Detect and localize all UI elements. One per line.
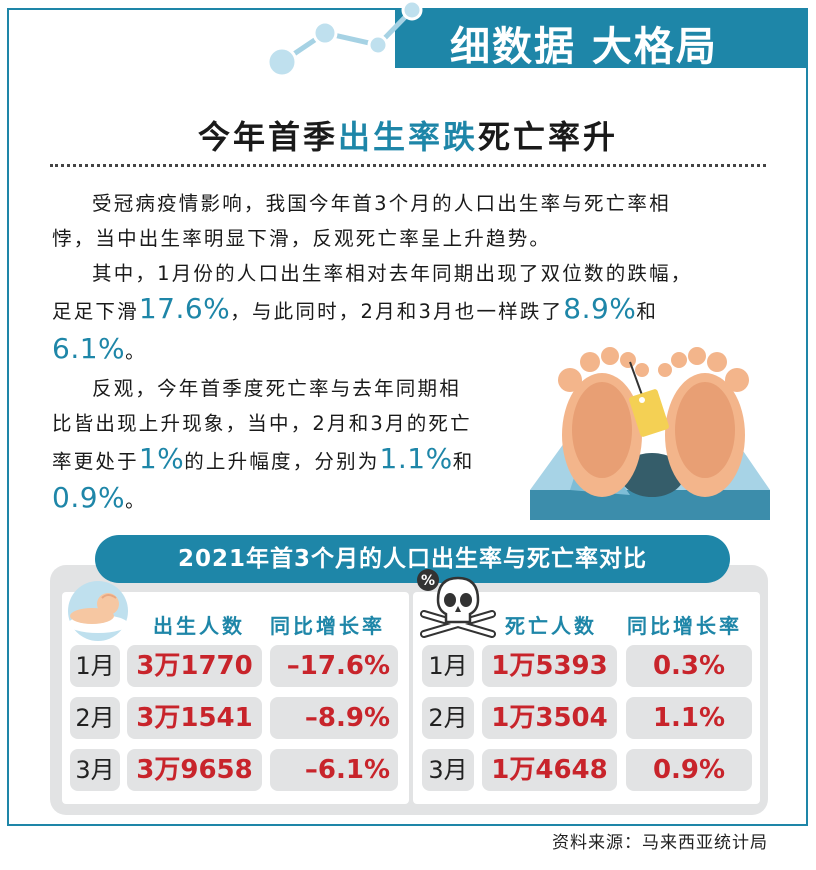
- stat-jan-birth-drop: 17.6%: [138, 292, 231, 325]
- para2-text-a: 足足下滑: [52, 300, 139, 323]
- trend-line-icon: [266, 0, 423, 78]
- births-row2-count: 3万1541: [127, 697, 262, 739]
- para3-text-b: 的上升幅度，分别为: [184, 450, 380, 473]
- stat-feb-death-rise: 1.1%: [379, 442, 453, 475]
- headline-part2: 出生率跌: [337, 118, 478, 156]
- banner-title: 细数据 大格局: [450, 24, 718, 70]
- deaths-row2-count: 1万3504: [482, 697, 617, 739]
- para2-line1: 其中，1月份的人口出生率相对去年同期出现了双位数的跌幅，: [92, 262, 693, 285]
- deaths-row2-month: 2月: [422, 697, 474, 739]
- para2-text-end: 。: [125, 340, 147, 363]
- para2-text-b: ，与此同时，2月和3月也一样跌了: [230, 300, 564, 323]
- deaths-row1-count: 1万5393: [482, 645, 617, 687]
- para3-line1: 反观，今年首季度死亡率与去年同期相: [92, 377, 461, 400]
- deaths-row2-rate: 1.1%: [626, 697, 752, 739]
- baby-icon: [68, 581, 128, 641]
- deaths-row1-rate: 0.3%: [626, 645, 752, 687]
- headline-part1: 今年首季: [197, 118, 338, 156]
- stat-feb-birth-drop: 8.9%: [563, 292, 637, 325]
- births-row3-rate: –6.1%: [270, 749, 398, 791]
- source-note: 资料来源：马来西亚统计局: [552, 833, 768, 853]
- skull-crossbones-icon: [417, 569, 496, 638]
- para1-line1: 受冠病疫情影响，我国今年首3个月的人口出生率与死亡率相: [92, 192, 671, 215]
- deaths-row3-rate: 0.9%: [626, 749, 752, 791]
- births-rate-header: 同比增长率: [270, 614, 385, 638]
- table-title: 2021年首3个月的人口出生率与死亡率对比: [95, 535, 730, 583]
- headline: 今年首季出生率跌死亡率升: [0, 112, 816, 158]
- para3-text-c: 和: [452, 450, 475, 473]
- births-row2-rate: –8.9%: [270, 697, 398, 739]
- para2-text-c: 和: [636, 300, 659, 323]
- stat-mar-death-rise: 0.9%: [52, 481, 126, 514]
- deaths-row3-month: 3月: [422, 749, 474, 791]
- births-row3-month: 3月: [70, 749, 120, 791]
- dotted-divider: [50, 164, 766, 167]
- para3-text-end: 。: [125, 489, 147, 512]
- deaths-row3-count: 1万4648: [482, 749, 617, 791]
- headline-part3: 死亡率升: [478, 118, 619, 156]
- para3-line4: 0.9%。: [52, 480, 147, 518]
- births-row1-month: 1月: [70, 645, 120, 687]
- banner-bar: [395, 8, 808, 68]
- deaths-count-header: 死亡人数: [505, 614, 597, 638]
- percent-badge: %: [420, 573, 436, 589]
- para3-line2: 比皆出现上升现象，当中，2月和3月的死亡: [52, 412, 472, 435]
- para3-text-a: 率更处于: [52, 450, 139, 473]
- para2-line2: 足足下滑17.6%，与此同时，2月和3月也一样跌了8.9%和: [52, 291, 658, 329]
- births-count-header: 出生人数: [153, 614, 245, 638]
- births-row1-count: 3万1770: [127, 645, 262, 687]
- deaths-rate-header: 同比增长率: [627, 614, 742, 638]
- births-row2-month: 2月: [70, 697, 120, 739]
- para1-line2: 悖，当中出生率明显下滑，反观死亡率呈上升趋势。: [52, 227, 552, 250]
- deaths-row1-month: 1月: [422, 645, 474, 687]
- births-row1-rate: –17.6%: [270, 645, 398, 687]
- para3-line3: 率更处于1%的上升幅度，分别为1.1%和: [52, 441, 474, 479]
- para2-line3: 6.1%。: [52, 331, 147, 369]
- stat-rise-threshold: 1%: [138, 442, 185, 475]
- feet-with-toe-tag-illustration: [530, 347, 770, 520]
- stat-mar-birth-drop: 6.1%: [52, 332, 126, 365]
- births-row3-count: 3万9658: [127, 749, 262, 791]
